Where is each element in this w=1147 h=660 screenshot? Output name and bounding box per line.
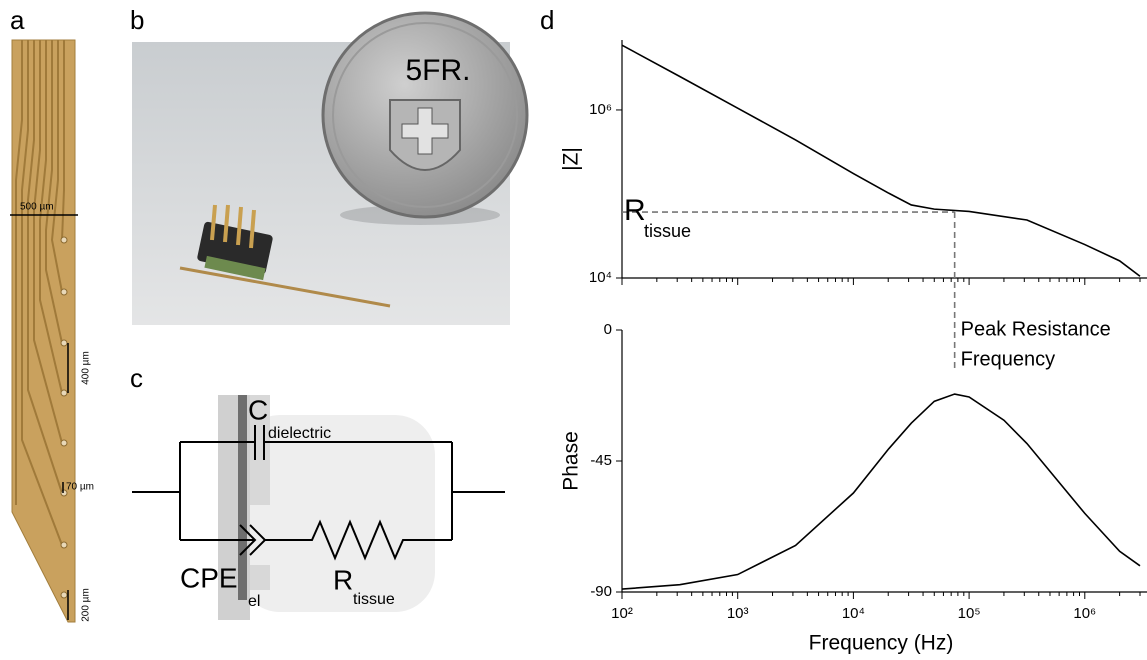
peak-frequency-label: Frequency [961, 348, 1056, 370]
panel-label: c [130, 363, 143, 393]
probe-image [10, 39, 78, 623]
peak-frequency-label: Peak Resistance [961, 318, 1111, 340]
y-tick-label: -45 [590, 452, 612, 469]
x-axis-title: Frequency (Hz) [809, 632, 954, 655]
panel-label: a [10, 5, 25, 35]
circuit [132, 395, 505, 620]
circuit-label-sub: tissue [353, 591, 395, 608]
data-line [621, 44, 1141, 277]
y-axis-title: Phase [560, 431, 583, 491]
x-tick-label: 10³ [727, 605, 749, 622]
x-tick-label: 10² [611, 605, 633, 622]
scale-label: 400 µm [81, 351, 92, 385]
circuit-label-sub: dielectric [268, 425, 331, 442]
y-tick-label: 10⁶ [589, 101, 612, 118]
r-tissue-label-sub: tissue [644, 221, 691, 241]
photo [132, 11, 529, 325]
circuit-label: C [248, 394, 268, 425]
panel-label: b [130, 5, 144, 35]
y-tick-label: 0 [604, 321, 612, 338]
x-tick-label: 10⁵ [958, 605, 981, 622]
y-tick-label: -90 [590, 583, 612, 600]
r-tissue-label: R [624, 194, 646, 227]
scale-label: 500 µm [20, 202, 54, 213]
circuit-label: R [333, 564, 353, 595]
y-axis-title: |Z| [560, 147, 583, 171]
scale-label: 70 µm [66, 482, 94, 493]
y-tick-label: 10⁴ [589, 269, 612, 286]
panel-label: d [540, 5, 554, 35]
x-tick-label: 10⁴ [842, 605, 865, 622]
circuit-label-sub: el [248, 593, 260, 610]
x-tick-label: 10⁶ [1073, 605, 1096, 622]
coin-text: 5FR. [405, 54, 470, 87]
scale-label: 200 µm [81, 588, 92, 622]
circuit-label: CPE [180, 562, 238, 593]
data-line [621, 393, 1141, 590]
